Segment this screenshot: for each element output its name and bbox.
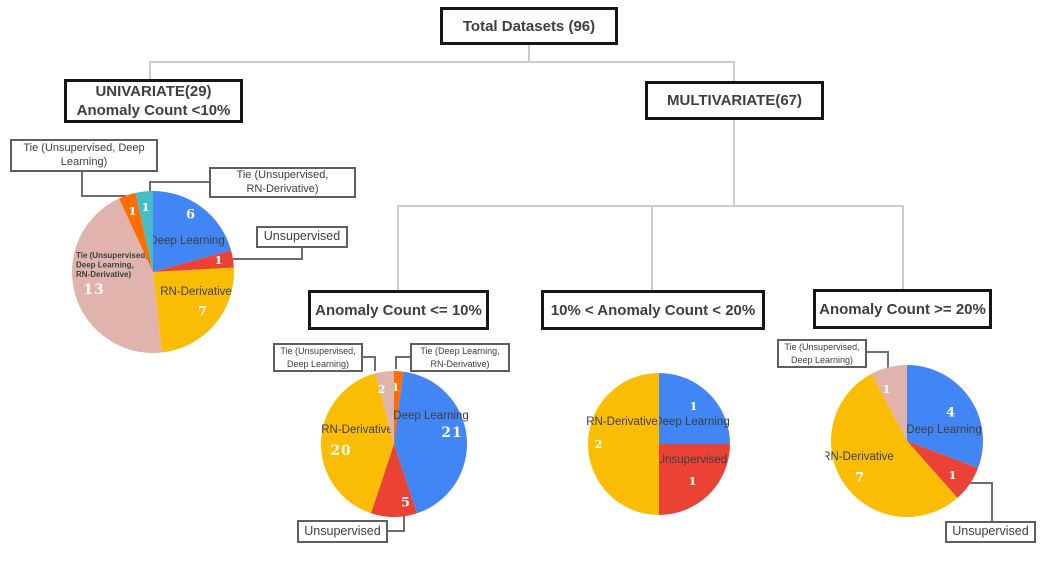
pie-slice-tie-unsupervised-deep-learning-rn-derivative	[71, 198, 162, 354]
pie-slice-label-rn-derivative: RN-Derivative	[586, 416, 658, 428]
callout-text: Tie (Deep Learning,	[420, 346, 500, 357]
pie-slice-label-rn-derivative: RN-Derivative	[825, 451, 894, 463]
pie-slice-tie-deep-learning-rn-derivative	[394, 371, 404, 444]
pie-slice-value-unsupervised: 1	[214, 253, 223, 267]
pie-multi-low: 1 Deep Learning 21 5 RN-Derivative 20 2	[321, 371, 469, 517]
pie-slice-deep-learning	[907, 365, 983, 468]
pie-slice-deep-learning	[153, 191, 232, 272]
pie-slice-value-unsupervised: 1	[688, 474, 697, 488]
pie-slice-deep-learning	[659, 373, 730, 444]
callout-text: Unsupervised	[263, 229, 341, 244]
callout-m1-tie-deep-learning-rn-derivative: Tie (Deep Learning, RN-Derivative)	[410, 343, 510, 372]
pie-slice-label-unsupervised: Unsupervised	[657, 454, 727, 466]
pie-slice-value-unsupervised: 1	[948, 468, 957, 482]
callout-m3-unsupervised: Unsupervised	[945, 521, 1036, 543]
node-anomaly-10-20-label: 10% < Anomaly Count < 20%	[550, 301, 756, 319]
pie-slice-value-deep-learning: 21	[441, 425, 462, 441]
node-total-datasets: Total Datasets (96)	[440, 7, 618, 45]
pie-slice-rn-derivative	[321, 373, 394, 514]
node-anomaly-10-20: 10% < Anomaly Count < 20%	[541, 290, 765, 330]
callout-uni-unsupervised: Unsupervised	[256, 226, 348, 248]
pie-slice-value-deep-learning: 1	[689, 399, 698, 413]
pie-univariate: Deep Learning 6 1 RN-Derivative 7 Tie (Unsupe…	[71, 191, 234, 354]
pie-slice-unsupervised	[153, 250, 234, 272]
pie-slice-unsupervised	[659, 444, 730, 515]
callout-text: RN-Derivative)	[430, 358, 490, 369]
callout-text: Tie (Unsupervised,	[784, 342, 860, 353]
callout-text: Unsupervised	[952, 524, 1029, 539]
callout-leader-lines	[81, 171, 993, 532]
pie-slice-value-deep-learning: 4	[946, 406, 956, 421]
node-univariate-label-line1: UNIVARIATE(29)	[95, 83, 212, 100]
callout-text: Tie (Unsupervised,	[280, 346, 356, 357]
callout-m1-unsupervised: Unsupervised	[297, 520, 388, 543]
callout-text: Tie (Unsupervised, Deep	[23, 141, 145, 154]
pie-slice-label-rn-derivative: RN-Derivative	[160, 286, 232, 298]
pie-slice-label-rn-derivative: RN-Derivative	[321, 424, 393, 436]
pie-multi-high: Deep Learning 4 1 RN-Derivative 7 1	[825, 365, 983, 518]
node-anomaly-le-10-label: Anomaly Count <= 10%	[315, 301, 482, 319]
pie-slice-tie-unsupervised-deep-learning	[118, 192, 153, 272]
pie-slice-rn-derivative	[588, 373, 659, 515]
callout-uni-tie-unsupervised-deep-learning: Tie (Unsupervised, Deep Learning)	[10, 139, 158, 172]
pie-multi-mid: Deep Learning 1 Unsupervised 1 RN-Derivative…	[586, 373, 730, 515]
pie-slice-value-tie-unsupervised-deep-learning: 2	[377, 382, 386, 396]
pie-slice-label-deep-learning: Deep Learning	[149, 235, 224, 247]
pie-slice-value-tie-unsupervised-deep-learning: 1	[128, 204, 137, 218]
node-univariate: UNIVARIATE(29) Anomaly Count <10%	[64, 79, 243, 123]
pie-slice-tie-unsupervised-deep-learning	[871, 365, 907, 441]
pie-slice-value-rn-derivative: 7	[198, 305, 208, 320]
tree-branch-lines	[149, 45, 904, 290]
pie-slice-tie-unsupervised-deep-learning	[375, 371, 394, 444]
pie-slice-rn-derivative	[831, 373, 958, 518]
callout-uni-tie-unsupervised-rn-derivative: Tie (Unsupervised, RN-Derivative)	[209, 167, 356, 198]
pie-slice-label-tie-unsupervised-deep-learning-rn-derivative: Tie (Unsupervised, Deep Learning, RN-Deriv…	[76, 251, 147, 279]
callout-m3-tie-unsupervised-deep-learning: Tie (Unsupervised, Deep Learning)	[777, 339, 867, 368]
callout-text: Unsupervised	[304, 523, 381, 538]
node-univariate-label-line2: Anomaly Count <10%	[76, 102, 231, 119]
pie-slice-deep-learning	[394, 371, 467, 514]
node-multivariate: MULTIVARIATE(67)	[645, 81, 824, 120]
callout-text: Tie (Unsupervised,	[236, 168, 329, 181]
pie-slice-value-unsupervised: 5	[401, 496, 411, 511]
pie-slice-unsupervised	[371, 444, 417, 517]
pie-slice-rn-derivative	[153, 267, 234, 353]
pie-slice-value-tie-unsupervised-deep-learning-rn-derivative: 13	[83, 282, 104, 298]
pie-slice-tie-unsupervised-rn-derivative	[135, 191, 153, 272]
pie-slice-label-deep-learning: Deep Learning	[393, 410, 468, 422]
node-anomaly-ge-20: Anomaly Count >= 20%	[813, 289, 992, 329]
callout-text: RN-Derivative)	[246, 182, 319, 195]
pie-slice-value-tie-unsupervised-deep-learning: 1	[882, 382, 891, 396]
pie-slice-value-deep-learning: 6	[186, 208, 196, 223]
pie-slice-value-rn-derivative: 7	[855, 471, 865, 486]
callout-text: Deep Learning)	[790, 354, 854, 365]
pie-slice-label-deep-learning: Deep Learning	[654, 416, 729, 428]
node-total-datasets-label: Total Datasets (96)	[462, 17, 596, 35]
pie-slice-value-rn-derivative: 20	[330, 443, 351, 459]
callout-text: Deep Learning)	[286, 358, 350, 369]
pie-slice-unsupervised	[907, 441, 979, 498]
pie-slice-value-tie-deep-learning-rn-derivative: 1	[391, 380, 400, 394]
callout-text: Learning)	[60, 155, 108, 168]
node-anomaly-le-10: Anomaly Count <= 10%	[308, 290, 489, 330]
node-anomaly-ge-20-label: Anomaly Count >= 20%	[819, 300, 986, 318]
callout-m1-tie-unsupervised-deep-learning: Tie (Unsupervised, Deep Learning)	[273, 343, 363, 372]
node-multivariate-label: MULTIVARIATE(67)	[667, 92, 802, 109]
pie-slice-value-rn-derivative: 2	[594, 437, 603, 451]
pie-slice-label-deep-learning: Deep Learning	[906, 424, 981, 436]
pie-slice-value-tie-unsupervised-rn-derivative: 1	[141, 200, 150, 214]
